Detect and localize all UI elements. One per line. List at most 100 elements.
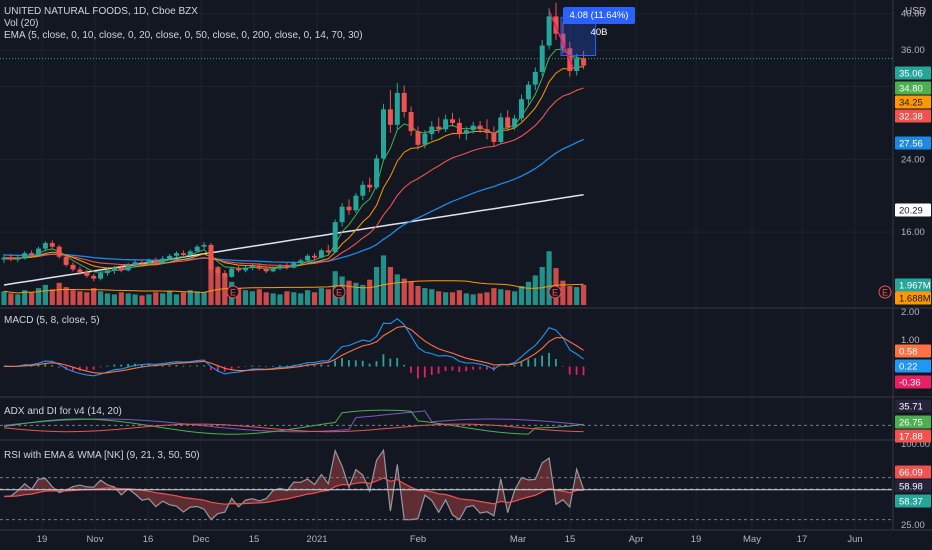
time-tick-label: Jun <box>847 534 862 545</box>
price-tag <box>895 375 931 389</box>
volume-bar <box>263 292 269 305</box>
candle-body <box>187 251 193 255</box>
macd-legend[interactable]: MACD (5, 8, close, 5) <box>4 315 100 327</box>
symbol-title[interactable]: UNITED NATURAL FOODS, 1D, Cboe BZX <box>4 6 198 17</box>
candle-body <box>194 246 200 252</box>
candle-body <box>125 264 131 271</box>
volume-bar <box>360 284 366 305</box>
candle-body <box>477 125 483 130</box>
grid-lines <box>0 0 892 530</box>
time-axis[interactable]: 19 Nov 16 Dec 15 2021 Feb Mar 15 Apr 19 May 17 Jun <box>37 534 863 545</box>
candle-body <box>546 16 552 46</box>
volume-bar <box>187 290 193 305</box>
candle-body <box>56 246 62 257</box>
macd-histogram-bar <box>175 365 178 367</box>
volume-bar <box>394 274 400 305</box>
macd-histogram-bar <box>44 364 47 367</box>
macd-histogram-bar <box>361 360 364 367</box>
macd-histogram-bar <box>430 366 433 375</box>
volume-bar <box>401 278 407 305</box>
volume-bar <box>111 294 117 305</box>
volume-indicator-label[interactable]: Vol (20) <box>4 18 39 29</box>
candle-body <box>256 265 262 269</box>
candle-body <box>456 122 462 134</box>
volume-bar <box>104 293 111 305</box>
earnings-marker <box>332 285 346 299</box>
volume-bar <box>443 292 449 305</box>
volume-bar <box>484 292 490 305</box>
ema-indicator-label[interactable]: EMA (5, close, 0, 10, close, 0, 20, clos… <box>4 30 363 41</box>
volume-bar <box>560 280 566 305</box>
macd-histogram-bar <box>520 361 523 367</box>
macd-histogram-bar <box>58 366 60 368</box>
candle-body <box>1 257 7 260</box>
candle-body <box>180 253 186 255</box>
price-tag-text: 27.56 <box>899 139 923 150</box>
macd-histogram-bar <box>327 365 330 367</box>
volume-bar <box>56 282 62 305</box>
volume-bar <box>367 279 373 305</box>
price-tag <box>895 291 931 305</box>
volume-bar <box>539 267 545 305</box>
macd-histogram-bar <box>182 365 185 367</box>
volume-bar <box>422 288 428 305</box>
time-tick-label: Nov <box>87 534 104 545</box>
macd-histogram-bar <box>451 366 454 371</box>
macd-histogram-bar <box>548 352 550 367</box>
volume-bar <box>194 291 200 305</box>
volume-bar <box>284 291 290 305</box>
volume-bar <box>236 288 242 305</box>
macd-histogram-bar <box>472 366 474 370</box>
price-tag-text: 32.38 <box>899 112 923 123</box>
candle-body <box>201 244 207 247</box>
volume-bar <box>512 291 518 305</box>
candle-body <box>15 258 21 260</box>
price-tick-label: 16.00 <box>901 227 925 238</box>
candle-body <box>532 71 538 85</box>
candle-body <box>312 255 317 258</box>
earnings-marker <box>878 285 892 299</box>
volume-bar <box>201 292 207 305</box>
candle-body <box>560 33 566 49</box>
price-tag-text: 66.09 <box>899 468 923 479</box>
price-tag-text: 58.37 <box>899 497 923 508</box>
volume-bar <box>15 294 21 305</box>
price-axis[interactable]: 40.0036.0032.0024.0016.002.001.00100.002… <box>895 9 931 531</box>
candle-body <box>491 132 497 142</box>
price-tag <box>895 136 931 150</box>
earnings-marker <box>226 285 240 299</box>
candle-body <box>553 16 559 34</box>
price-tag-text: 0.58 <box>899 347 918 358</box>
time-tick-label: 19 <box>691 534 702 545</box>
candle-body <box>470 125 476 131</box>
macd-histogram-bar <box>99 366 102 368</box>
candle-body <box>353 195 359 211</box>
earnings-marker <box>548 285 562 299</box>
candle-body <box>525 84 531 100</box>
price-tag-text: -0.36 <box>899 378 921 389</box>
candle-body <box>332 222 338 253</box>
candle-body <box>422 133 428 145</box>
macd-histogram-bar <box>423 366 426 378</box>
time-tick-label: 16 <box>143 534 154 545</box>
rsi-fill <box>4 450 584 520</box>
volume-bar <box>491 288 497 305</box>
macd-histogram-bar <box>106 365 109 367</box>
price-tag-text: 0.22 <box>899 362 918 373</box>
price-tag <box>895 415 931 429</box>
volume-bar <box>70 290 76 305</box>
candle-body <box>49 243 55 247</box>
volume-bar <box>139 295 145 305</box>
candle-body <box>105 270 110 274</box>
macd-histogram-bar <box>313 364 316 367</box>
adx-title: ADX and DI for v4 (14, 20) <box>4 406 122 417</box>
macd-histogram-bar <box>210 366 212 371</box>
time-tick-label: Feb <box>410 534 426 545</box>
adx-legend[interactable]: ADX and DI for v4 (14, 20) <box>4 406 122 418</box>
macd-histogram-bar <box>575 366 578 375</box>
macd-histogram-bar <box>486 366 488 370</box>
rsi-legend[interactable]: RSI with EMA & WMA [NK] (9, 21, 3, 50, 5… <box>4 450 200 462</box>
price-tag-text: 20.29 <box>899 206 923 217</box>
